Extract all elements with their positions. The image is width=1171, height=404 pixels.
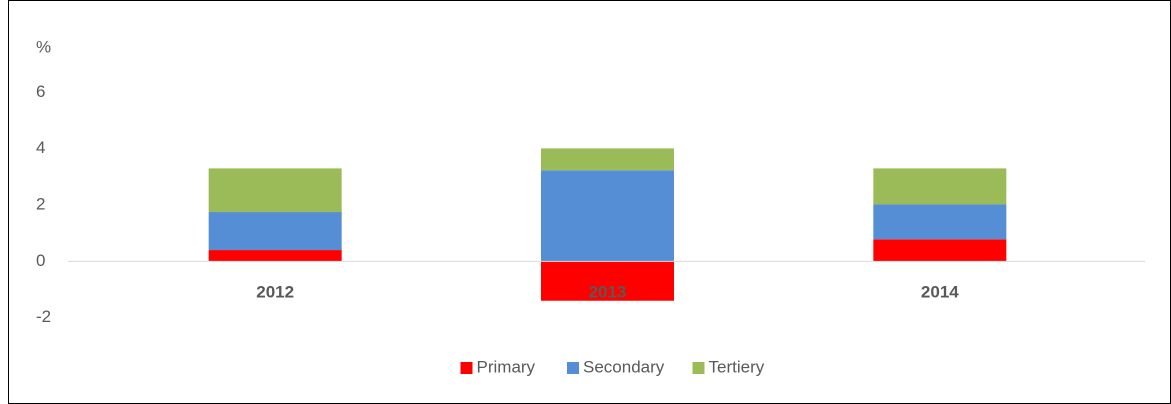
bar-segment [541, 148, 674, 171]
x-tick-label: 2012 [256, 282, 294, 301]
x-tick-label: 2014 [921, 282, 959, 301]
bar-segment [208, 250, 342, 262]
bar-segment [873, 239, 1007, 262]
y-tick-label: -2 [36, 307, 51, 326]
bar-segment [873, 204, 1007, 240]
y-tick-label: 0 [36, 251, 45, 270]
legend-label: Primary [477, 357, 536, 376]
y-tick-label: 4 [36, 138, 45, 157]
legend-swatch [692, 362, 705, 374]
bar-segment [541, 170, 674, 262]
x-tick-label: 2013 [589, 282, 627, 301]
y-tick-label: 6 [36, 82, 45, 101]
bar-segment [541, 261, 674, 301]
legend-swatch [567, 362, 579, 374]
y-tick-label: 2 [36, 194, 45, 213]
y-axis-label: % [36, 37, 51, 56]
bar-segment [208, 212, 342, 251]
legend-label: Secondary [583, 357, 665, 376]
bar-segment [873, 168, 1007, 205]
bar-segment [208, 168, 342, 213]
legend-swatch [460, 362, 473, 374]
legend-label: Tertiery [709, 357, 765, 376]
